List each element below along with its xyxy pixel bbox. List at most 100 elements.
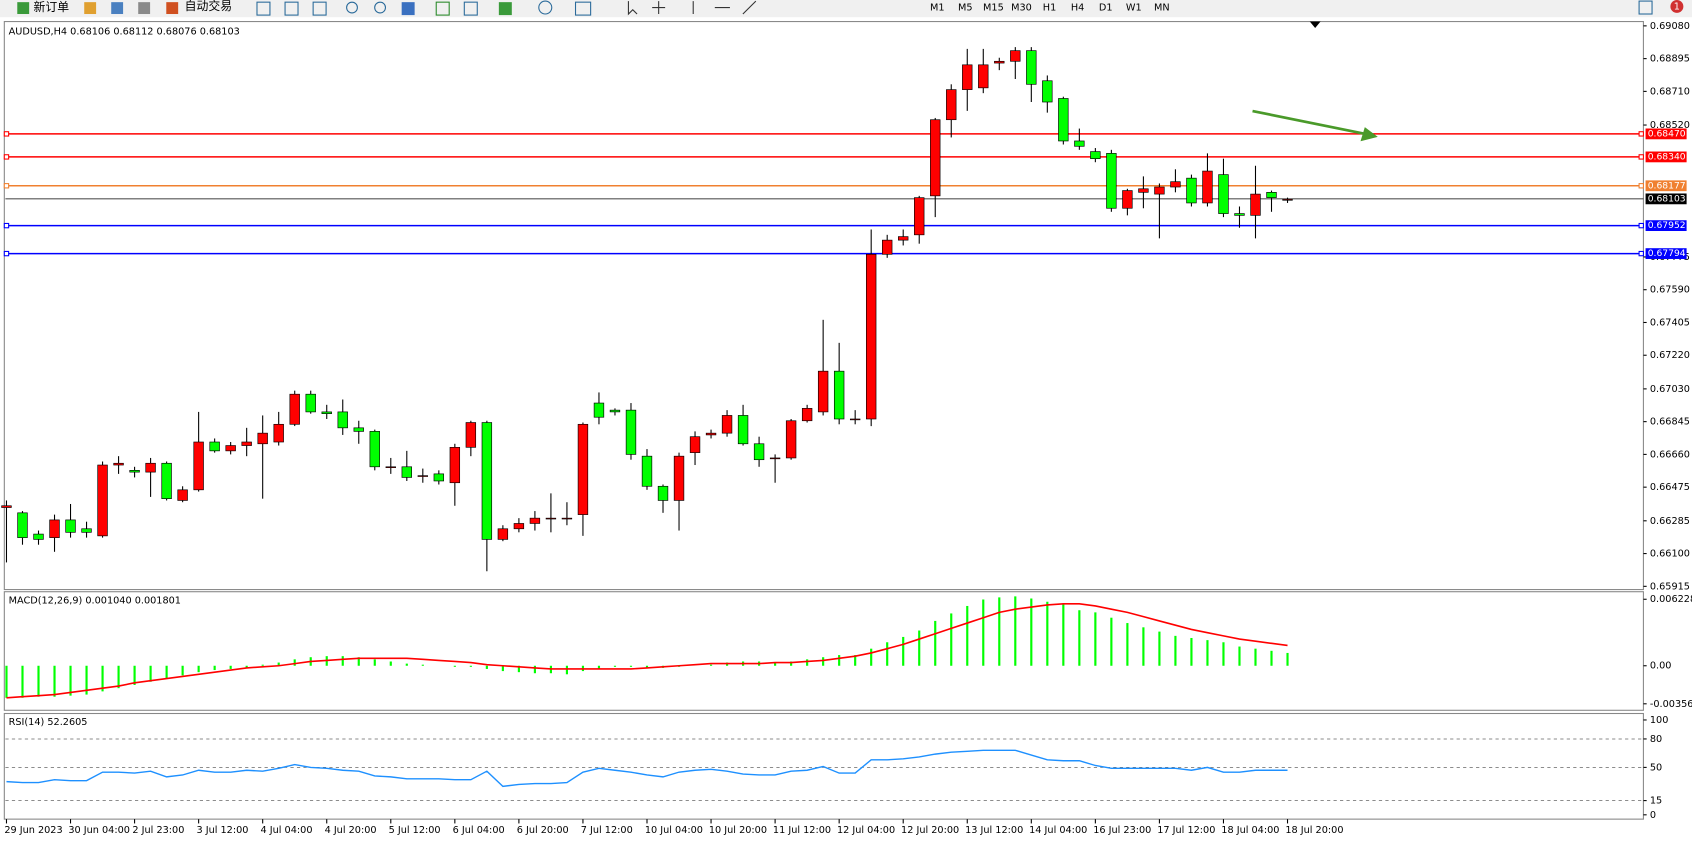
timeframe-button[interactable]: M5 — [958, 3, 973, 14]
x-tick-label: 10 Jul 20:00 — [709, 825, 767, 836]
candle-body — [1042, 80, 1053, 103]
y-tick-label: 100 — [1650, 715, 1669, 726]
tool-icon[interactable] — [463, 1, 478, 16]
tool-icon[interactable] — [538, 0, 553, 15]
tool-icon[interactable] — [574, 1, 592, 16]
auto-trading-icon[interactable] — [166, 2, 179, 15]
tool-icon[interactable] — [435, 1, 450, 16]
y-tick-label: 0.67220 — [1650, 350, 1690, 361]
candle-body — [1, 505, 12, 508]
candle-body — [129, 470, 140, 473]
zoom-in[interactable] — [346, 1, 358, 14]
level-label: 0.67794 — [1648, 248, 1686, 259]
y-tick-label: 0.68895 — [1650, 54, 1690, 65]
candle-body — [1090, 151, 1101, 160]
candle-body — [113, 462, 124, 466]
candle-body — [1170, 181, 1181, 188]
y-tick-label: 0.66100 — [1650, 549, 1690, 560]
candle-body — [962, 64, 973, 90]
x-tick-label: 13 Jul 12:00 — [965, 825, 1023, 836]
y-tick-label: -0.003564 — [1650, 699, 1692, 710]
candle-body — [305, 393, 316, 413]
x-tick-label: 5 Jul 12:00 — [389, 825, 441, 836]
candle-body — [545, 517, 557, 520]
candle-body — [1186, 177, 1197, 204]
line-tools[interactable] — [692, 0, 757, 15]
candle-body — [1234, 213, 1245, 216]
tool-icon[interactable] — [401, 2, 415, 16]
new-order-icon[interactable] — [17, 2, 30, 15]
crosshair-tool[interactable] — [652, 1, 666, 15]
timeframe-button[interactable]: M1 — [930, 3, 945, 14]
y-tick-label: 0.69080 — [1650, 21, 1690, 32]
x-tick-label: 7 Jul 12:00 — [581, 825, 633, 836]
search[interactable] — [1638, 0, 1653, 15]
candle-body — [1202, 170, 1213, 204]
cursor-tool[interactable] — [627, 1, 638, 16]
y-tick-label: 0.006228 — [1650, 594, 1692, 605]
level-handle — [3, 250, 10, 257]
tool-icon[interactable] — [498, 2, 512, 16]
level-label-bg — [1645, 180, 1687, 192]
y-tick-label: 0.65915 — [1650, 581, 1690, 592]
candle-body — [193, 441, 204, 491]
candle-body — [17, 512, 28, 538]
y-tick-label: 0.66845 — [1650, 417, 1690, 428]
candle-body — [385, 466, 396, 468]
y-tick-label: 0.67405 — [1650, 317, 1690, 328]
tool-icon[interactable] — [256, 1, 271, 16]
y-tick-label: 0.68520 — [1650, 120, 1690, 131]
timeframe-button[interactable]: W1 — [1126, 3, 1142, 14]
new-order[interactable]: 新订单 — [33, 0, 69, 14]
y-tick-label: 0 — [1650, 810, 1656, 821]
y-tick-label: 0.67030 — [1650, 384, 1690, 395]
tool-icon[interactable] — [312, 1, 327, 16]
main-panel — [3, 21, 1644, 591]
candle-body — [785, 420, 797, 459]
candle-body — [721, 415, 733, 434]
timeframe-button[interactable]: D1 — [1099, 3, 1113, 14]
x-tick-label: 18 Jul 20:00 — [1285, 825, 1343, 836]
level-label-bg — [1645, 193, 1687, 205]
symbol-label: AUDUSD,H4 0.68106 0.68112 0.68076 0.6810… — [9, 26, 240, 37]
tool-icon[interactable] — [138, 2, 151, 15]
candle-body — [1026, 50, 1037, 85]
level-label: 0.68177 — [1648, 180, 1686, 191]
candle-body — [561, 517, 573, 520]
level-handle — [1638, 131, 1644, 137]
candle-body — [1058, 98, 1069, 142]
candle-body — [833, 370, 845, 420]
candle-body — [753, 443, 765, 461]
annotation-arrowhead — [1360, 127, 1378, 142]
candle-body — [161, 462, 172, 499]
candle-body — [225, 445, 236, 452]
timeframe-button[interactable]: M15 — [983, 3, 1004, 14]
notification-badge[interactable] — [1670, 0, 1684, 13]
auto-trading[interactable]: 自动交易 — [185, 0, 232, 13]
candle-body — [1250, 193, 1261, 216]
timeframe-button[interactable]: H1 — [1043, 3, 1056, 14]
x-tick-label: 29 Jun 2023 — [4, 825, 62, 836]
zoom-out[interactable] — [374, 1, 387, 14]
candle-body — [353, 427, 364, 432]
tool-icon[interactable] — [284, 1, 299, 16]
level-handle — [3, 183, 10, 189]
tool-icon[interactable] — [111, 2, 124, 15]
x-tick-label: 30 Jun 04:00 — [68, 825, 130, 836]
x-tick-label: 14 Jul 04:00 — [1029, 825, 1087, 836]
x-tick-label: 6 Jul 04:00 — [453, 825, 505, 836]
candle-body — [241, 441, 252, 446]
candle-body — [849, 418, 861, 421]
timeframe-button[interactable]: H4 — [1071, 3, 1084, 14]
level-handle — [1638, 183, 1644, 189]
tool-icon[interactable] — [84, 2, 97, 15]
notification-count[interactable]: 1 — [1674, 1, 1680, 12]
timeframe-button[interactable]: MN — [1154, 3, 1170, 14]
candle-body — [705, 432, 717, 436]
timeframe-button[interactable]: M30 — [1011, 3, 1032, 14]
y-tick-label: 80 — [1650, 734, 1662, 745]
level-label: 0.68470 — [1648, 128, 1686, 139]
level-label: 0.68103 — [1648, 193, 1686, 204]
